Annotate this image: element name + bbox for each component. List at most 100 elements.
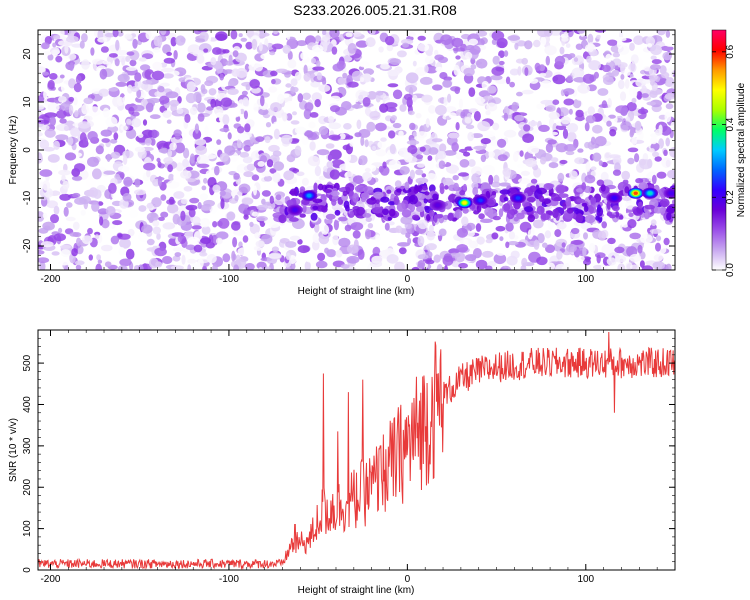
heatmap-cell [624, 68, 631, 76]
heatmap-cell [63, 206, 69, 217]
heatmap-cell [473, 210, 480, 215]
heatmap-cell [286, 154, 296, 163]
heatmap-cell [577, 30, 585, 34]
heatmap-cell [106, 61, 112, 69]
heatmap-cell [399, 166, 410, 175]
heatmap-cell [364, 139, 369, 148]
heatmap-cell [520, 170, 531, 176]
heatmap-cell [481, 250, 494, 258]
heatmap-cell [191, 225, 202, 230]
heatmap-cell [305, 255, 318, 263]
heatmap-cell [495, 247, 507, 256]
heatmap-cell [561, 30, 573, 33]
heatmap-cell [521, 89, 534, 95]
heatmap-cell [304, 130, 314, 138]
heatmap-cell [343, 123, 352, 130]
heatmap-cell [269, 51, 276, 56]
heatmap-cell [216, 139, 222, 145]
heatmap-cell [468, 38, 479, 46]
heatmap-cell [197, 258, 204, 268]
heatmap-cell [446, 164, 459, 174]
heatmap-cell [525, 157, 537, 168]
heatmap-cell [292, 111, 297, 116]
colorbar-label: Normalized spectral amplitude [736, 82, 747, 217]
heatmap-cell [73, 83, 82, 93]
heatmap-cell [245, 41, 253, 50]
heatmap-cell [113, 132, 119, 141]
heatmap-cell [71, 175, 83, 181]
heatmap-cell [554, 229, 562, 238]
heatmap-cell [503, 50, 509, 57]
heatmap-cell [529, 185, 537, 193]
heatmap-cell [277, 93, 285, 104]
heatmap-cell [237, 103, 243, 108]
heatmap-cell [224, 145, 236, 156]
heatmap-cell [571, 67, 585, 79]
heatmap-cell [375, 122, 387, 132]
heatmap-cell [447, 93, 452, 103]
heatmap-cell [354, 132, 362, 138]
heatmap-cell [197, 113, 205, 122]
heatmap-cell [397, 242, 410, 247]
heatmap-cell [122, 94, 136, 105]
heatmap-cell [480, 154, 487, 163]
heatmap-cell [557, 172, 565, 182]
heatmap-cell [421, 173, 427, 178]
heatmap-cell [565, 150, 575, 156]
heatmap-cell [641, 93, 649, 98]
heatmap-cell [424, 64, 429, 73]
heatmap-cell [126, 51, 135, 56]
heatmap-cell [414, 185, 423, 192]
heatmap-cell [230, 189, 243, 199]
heatmap-cell [332, 234, 339, 246]
heatmap-cell [227, 88, 239, 95]
heatmap-x-axis-label: Height of straight line (km) [298, 286, 415, 297]
line-x-tick-label: 0 [405, 574, 411, 585]
heatmap-cell [289, 217, 299, 222]
heatmap-cell [375, 234, 381, 243]
heatmap-cell [669, 147, 675, 158]
heatmap-cell [294, 145, 302, 156]
heatmap-cell [68, 53, 77, 60]
heatmap-cell [162, 256, 173, 264]
heatmap-cell [644, 204, 655, 210]
heatmap-cell [285, 113, 293, 121]
heatmap-cell [483, 95, 494, 101]
heatmap-cell [629, 232, 641, 240]
heatmap-cells [38, 30, 675, 270]
heatmap-cell [626, 101, 637, 112]
heatmap-cell [530, 178, 538, 184]
heatmap-cell [560, 116, 571, 125]
heatmap-cell [517, 66, 522, 76]
heatmap-cell [600, 184, 606, 192]
heatmap-cell [458, 172, 469, 177]
heatmap-cell [655, 128, 663, 136]
heatmap-cell [463, 67, 475, 77]
heatmap-cell [328, 116, 334, 124]
heatmap-cell [199, 193, 209, 201]
heatmap-cell [595, 215, 600, 221]
heatmap-cell [246, 30, 254, 38]
heatmap-cell [77, 121, 91, 129]
heatmap-cell [552, 208, 559, 219]
heatmap-cell [115, 81, 127, 87]
heatmap-cell [256, 32, 270, 37]
heatmap-cell [424, 191, 430, 196]
heatmap-cell [138, 133, 144, 139]
heatmap-cell [539, 72, 547, 77]
heatmap-cell [85, 177, 96, 188]
heatmap-cell [268, 144, 280, 153]
heatmap-hotspot [301, 190, 318, 202]
heatmap-cell [189, 106, 198, 116]
heatmap-cell [592, 152, 602, 162]
heatmap-cell [584, 214, 596, 224]
heatmap-cell [189, 153, 195, 164]
heatmap-cell [407, 237, 412, 245]
heatmap-cell [627, 219, 637, 229]
heatmap-cell [464, 117, 472, 124]
heatmap-cell [90, 47, 95, 56]
heatmap-cell [68, 96, 75, 102]
heatmap-cell [68, 78, 76, 89]
heatmap-cell [304, 102, 314, 112]
heatmap-cell [256, 215, 268, 222]
